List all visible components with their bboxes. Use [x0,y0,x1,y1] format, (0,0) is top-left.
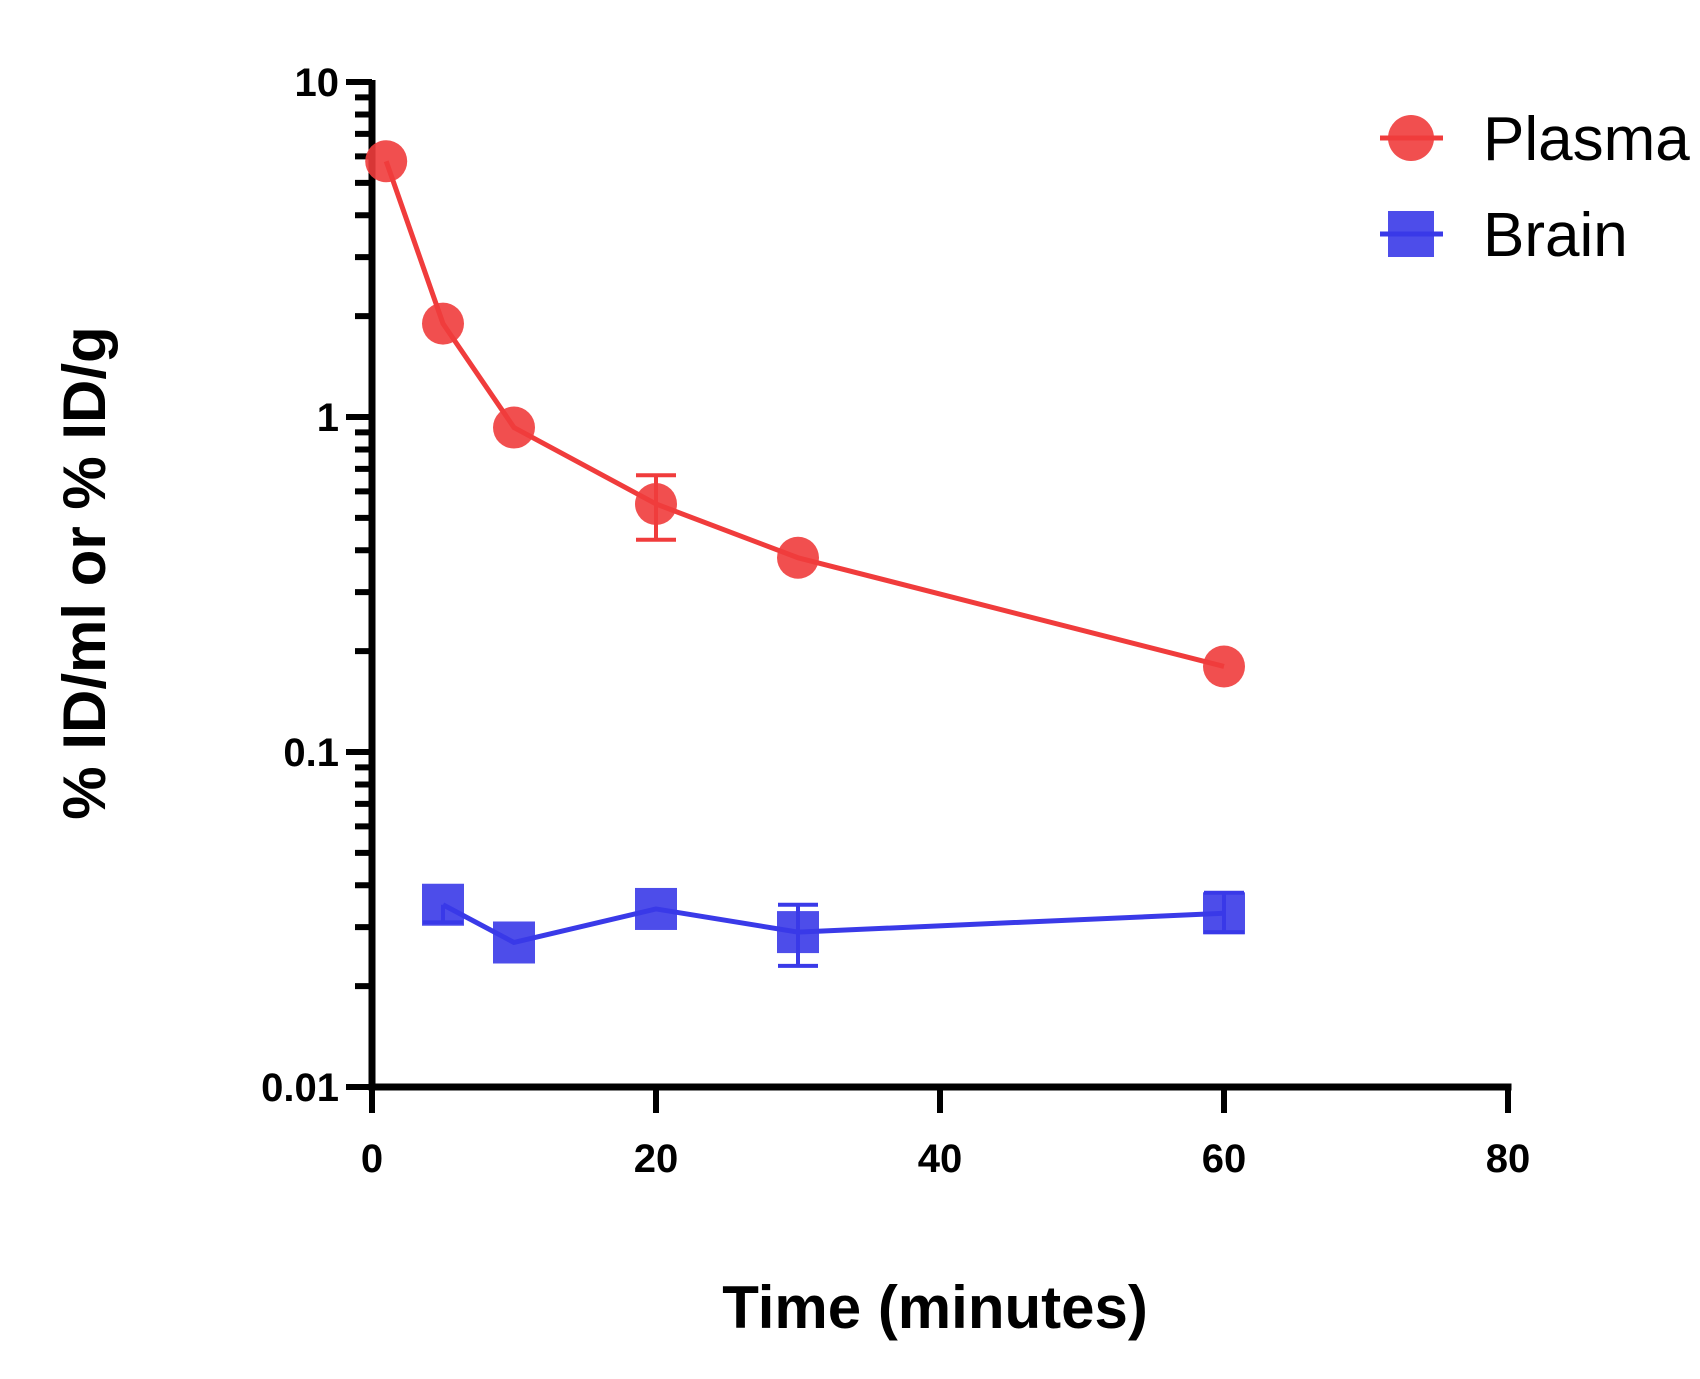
plasma-series [365,140,1245,688]
plasma-line [383,160,1225,669]
y-tick-label: 1 [317,396,339,440]
brain-series [422,883,1245,968]
plasma-point [777,536,819,579]
x-tick-label: 60 [1202,1137,1247,1181]
y-tick-label: 0.01 [261,1066,339,1110]
x-tick-label: 20 [634,1137,679,1181]
legend-label-plasma: Plasma [1483,105,1690,174]
brain-point [422,883,464,926]
brain-line [441,902,1225,945]
plasma-point [1203,645,1245,688]
brain-point [635,887,677,930]
series-layer [365,140,1245,968]
x-tick-label: 40 [918,1137,963,1181]
plasma-point [422,302,464,345]
x-tick-label: 0 [361,1137,383,1181]
legend-marker [1388,115,1434,161]
y-axis-title: % ID/ml or % ID/g [51,326,118,819]
plasma-point [493,406,535,449]
legend-item-brain: Brain [1380,201,1628,270]
legend: Plasma Brain [1380,105,1690,270]
legend-item-plasma: Plasma [1380,105,1690,174]
brain-point [1203,892,1245,935]
plasma-point [635,482,677,525]
axes: 0.01 0.1 1 10 0 20 40 60 80 [261,61,1530,1181]
legend-marker [1388,211,1434,257]
legend-label-brain: Brain [1483,201,1628,270]
brain-point [493,921,535,964]
plasma-point [365,140,408,183]
x-tick-label: 80 [1486,1137,1531,1181]
brain-point [777,911,819,954]
y-tick-label: 10 [295,61,340,105]
x-axis-title: Time (minutes) [722,1274,1148,1341]
y-tick-label: 0.1 [283,731,339,775]
